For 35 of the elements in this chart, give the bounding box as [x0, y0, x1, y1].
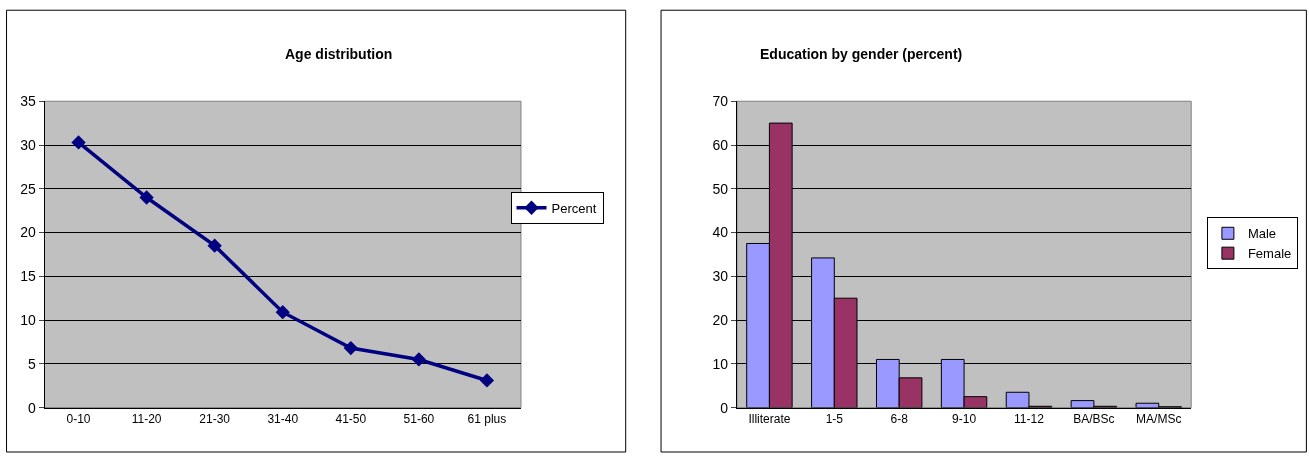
x-tick-label: 11-20	[131, 412, 162, 426]
x-tick-label: BA/BSc	[1073, 412, 1115, 426]
x-tick-label: 11-12	[1014, 412, 1045, 426]
legend-label: Female	[1247, 246, 1292, 262]
legend-label: Male	[1247, 226, 1277, 242]
x-tick-label: MA/MSc	[1136, 412, 1182, 426]
y-tick-label: 5	[27, 355, 36, 372]
y-tick-label: 10	[20, 311, 36, 328]
y-tick-label: 20	[20, 224, 36, 241]
y-tick-label: 0	[720, 399, 729, 416]
chart-title: Education by gender (percent)	[760, 46, 963, 62]
x-tick-label: 0-10	[66, 412, 91, 426]
legend-label: Percent	[551, 200, 597, 216]
y-tick-label: 60	[712, 136, 729, 153]
chart-title: Age distribution	[285, 46, 393, 62]
x-tick-label: 61 plus	[467, 412, 507, 426]
x-tick-label: 51-60	[403, 412, 435, 426]
x-tick-label: Illiterate	[748, 412, 791, 426]
y-tick-label: 70	[712, 93, 729, 110]
x-tick-label: 6-8	[890, 412, 909, 426]
y-tick-label: 15	[20, 268, 36, 285]
x-tick-label: 1-5	[825, 412, 844, 426]
y-tick-label: 50	[712, 180, 729, 197]
y-tick-label: 35	[20, 93, 36, 110]
y-tick-label: 25	[20, 180, 36, 197]
y-tick-label: 40	[712, 224, 729, 241]
y-tick-label: 10	[712, 355, 729, 372]
y-tick-label: 30	[20, 136, 36, 153]
x-tick-label: 41-50	[335, 412, 367, 426]
x-tick-label: 31-40	[267, 412, 299, 426]
y-tick-label: 20	[712, 311, 729, 328]
x-tick-label: 9-10	[952, 412, 977, 426]
y-tick-label: 30	[712, 268, 729, 285]
x-tick-label: 21-30	[199, 412, 231, 426]
y-tick-label: 0	[27, 399, 36, 416]
